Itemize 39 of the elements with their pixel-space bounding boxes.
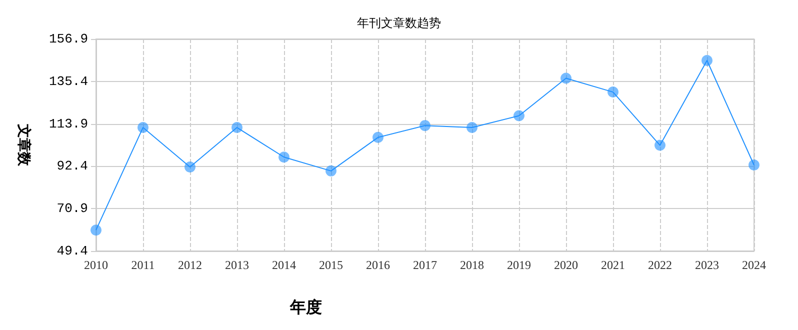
x-tick-label: 2010 — [84, 258, 108, 272]
x-tick-label: 2013 — [225, 258, 249, 272]
point — [232, 122, 242, 134]
x-tick-label: 2018 — [460, 258, 484, 272]
x-tick-label: 2020 — [554, 258, 578, 272]
point — [420, 120, 430, 132]
point — [278, 152, 290, 163]
point — [702, 55, 712, 66]
x-tick-label: 2012 — [178, 258, 202, 272]
y-axis-title: 文章数 — [16, 123, 32, 167]
point — [748, 160, 760, 171]
point — [372, 132, 384, 143]
x-tick-label: 2017 — [413, 258, 437, 272]
x-axis-title: 年度 — [289, 298, 322, 316]
x-tick-label: 2021 — [601, 258, 625, 272]
chart-title: 年刊文章数趋势 — [357, 16, 441, 30]
point — [466, 122, 478, 134]
y-tick-label: 156.9 — [48, 32, 88, 46]
x-tick-label: 2022 — [648, 258, 672, 272]
x-tick-label: 2019 — [507, 258, 531, 272]
point — [138, 122, 148, 134]
point — [608, 86, 618, 98]
point — [654, 140, 666, 151]
y-tick-label: 92.4 — [56, 158, 88, 174]
x-tick-label: 2015 — [319, 258, 343, 272]
point — [90, 224, 102, 236]
y-tick-label: 70.9 — [56, 201, 88, 216]
x-tick-label: 2011 — [131, 258, 155, 272]
x-tick-label: 2023 — [695, 258, 719, 272]
y-tick-label: 135.4 — [48, 74, 88, 89]
point — [514, 110, 524, 122]
point — [326, 165, 336, 176]
point — [560, 72, 572, 84]
y-tick-label: 49.4 — [56, 244, 88, 258]
point — [184, 161, 196, 172]
y-tick-label: 113.9 — [48, 116, 88, 132]
x-tick-label: 2014 — [272, 258, 296, 272]
x-tick-label: 2024 — [742, 258, 766, 272]
x-tick-label: 2016 — [366, 258, 390, 272]
